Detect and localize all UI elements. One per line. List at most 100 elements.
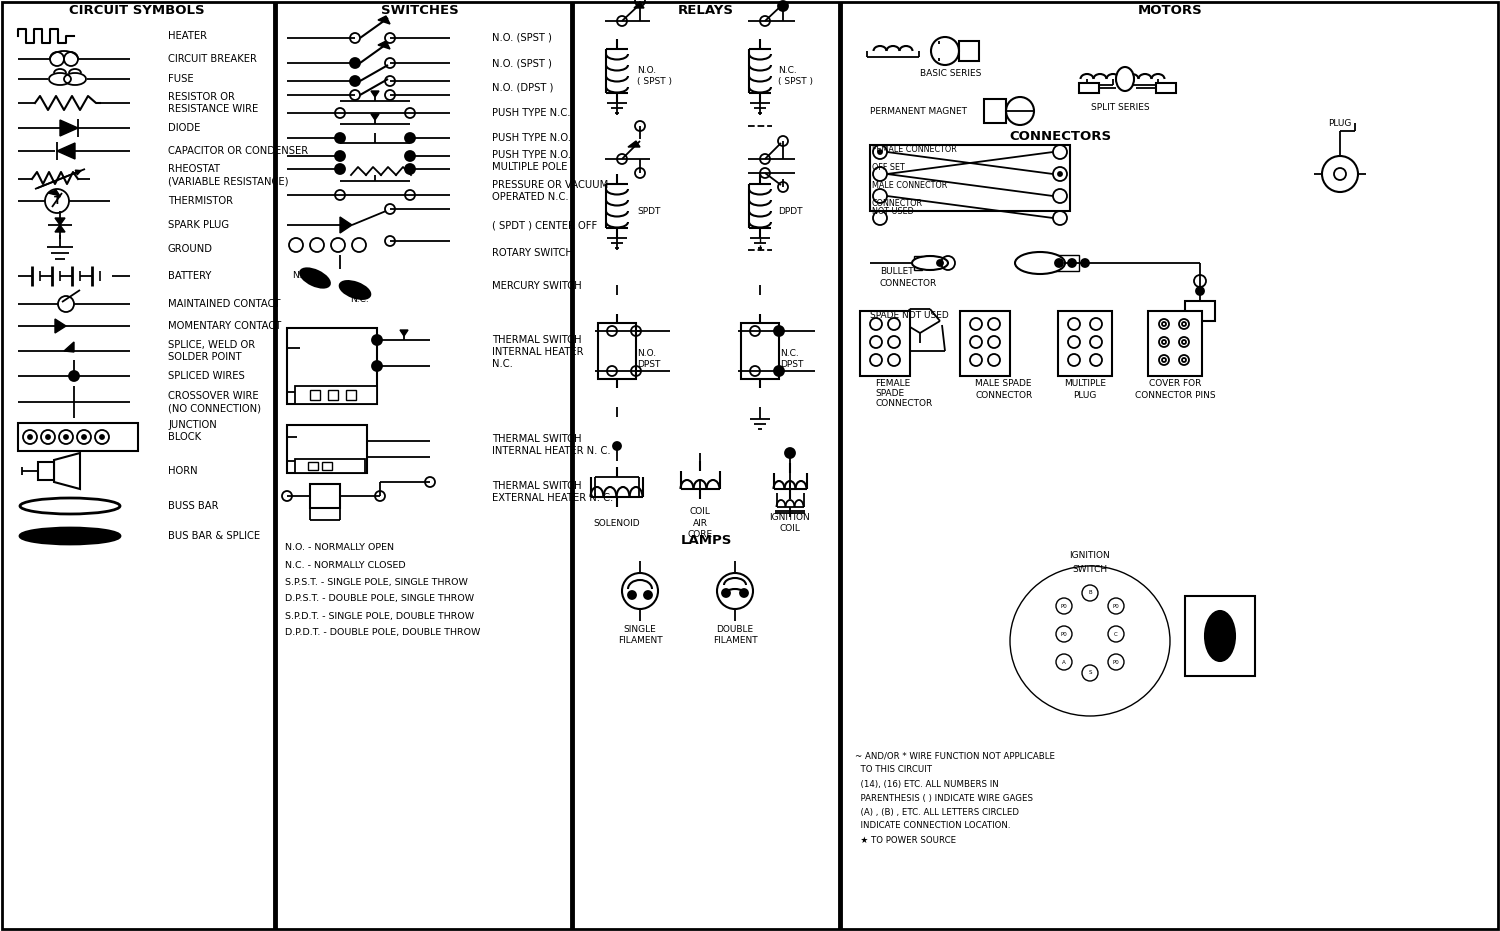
Text: PLUG: PLUG — [1329, 118, 1352, 128]
Text: MAINTAINED CONTACT: MAINTAINED CONTACT — [168, 299, 280, 309]
Text: (A) , (B) , ETC. ALL LETTERS CIRCLED: (A) , (B) , ETC. ALL LETTERS CIRCLED — [855, 807, 1018, 816]
Text: MULTIPLE: MULTIPLE — [1064, 379, 1106, 387]
Bar — [308, 462, 318, 470]
Text: SWITCH: SWITCH — [1072, 564, 1107, 573]
Circle shape — [82, 435, 86, 439]
Text: BATTERY: BATTERY — [168, 271, 211, 281]
Text: IGNITION: IGNITION — [1070, 551, 1110, 560]
Text: SOLENOID: SOLENOID — [594, 519, 640, 528]
Text: T: T — [54, 196, 60, 206]
Text: SPLIT SERIES: SPLIT SERIES — [1090, 102, 1149, 112]
Ellipse shape — [20, 498, 120, 514]
Bar — [328, 390, 338, 400]
Circle shape — [46, 435, 50, 439]
Text: N.C. - NORMALLY CLOSED: N.C. - NORMALLY CLOSED — [285, 560, 405, 570]
Text: THERMISTOR: THERMISTOR — [168, 196, 232, 206]
Text: CONNECTOR: CONNECTOR — [871, 199, 922, 209]
Ellipse shape — [1016, 252, 1065, 274]
Circle shape — [628, 591, 636, 599]
Text: PLUG: PLUG — [1074, 390, 1096, 399]
Circle shape — [1058, 172, 1062, 176]
Circle shape — [350, 76, 360, 86]
Circle shape — [774, 326, 784, 336]
Text: D.P.D.T. - DOUBLE POLE, DOUBLE THROW: D.P.D.T. - DOUBLE POLE, DOUBLE THROW — [285, 628, 480, 638]
Polygon shape — [378, 16, 390, 24]
Text: MOTORS: MOTORS — [1137, 5, 1203, 18]
Text: P0: P0 — [1113, 603, 1119, 609]
Bar — [1185, 596, 1256, 676]
Text: ROTARY SWITCH: ROTARY SWITCH — [492, 248, 573, 258]
Text: N.O. (SPST ): N.O. (SPST ) — [492, 33, 552, 43]
Text: CROSSOVER WIRE
(NO CONNECTION): CROSSOVER WIRE (NO CONNECTION) — [168, 391, 261, 413]
Bar — [310, 390, 320, 400]
Ellipse shape — [1204, 611, 1234, 661]
Text: LAMPS: LAMPS — [681, 534, 732, 547]
Ellipse shape — [339, 281, 370, 299]
Ellipse shape — [1116, 67, 1134, 91]
Polygon shape — [340, 217, 352, 233]
Text: CONNECTOR: CONNECTOR — [874, 398, 932, 408]
Text: HORN: HORN — [168, 466, 198, 476]
Text: RHEOSTAT
(VARIABLE RESISTANCE): RHEOSTAT (VARIABLE RESISTANCE) — [168, 164, 288, 186]
Text: C: C — [1114, 631, 1118, 637]
Circle shape — [372, 335, 382, 345]
Circle shape — [100, 435, 104, 439]
Circle shape — [334, 133, 345, 143]
Ellipse shape — [912, 256, 948, 270]
Polygon shape — [370, 114, 380, 120]
Bar — [1185, 301, 1215, 321]
Bar — [286, 425, 368, 473]
Text: BUS BAR & SPLICE: BUS BAR & SPLICE — [168, 531, 260, 541]
Text: CONNECTORS: CONNECTORS — [1010, 129, 1112, 142]
Text: PERMANENT MAGNET: PERMANENT MAGNET — [870, 106, 968, 115]
Text: ★ TO POWER SOURCE: ★ TO POWER SOURCE — [855, 835, 956, 844]
Circle shape — [405, 164, 416, 174]
Text: MALE CONNECTOR: MALE CONNECTOR — [871, 182, 948, 191]
Text: FUSE: FUSE — [168, 74, 194, 84]
Text: DPDT: DPDT — [778, 207, 802, 215]
Polygon shape — [60, 120, 78, 136]
Text: THERMAL SWITCH
INTERNAL HEATER N. C.: THERMAL SWITCH INTERNAL HEATER N. C. — [492, 434, 610, 456]
Polygon shape — [628, 141, 640, 147]
Bar — [322, 462, 332, 470]
Bar — [38, 462, 54, 480]
Text: CAPACITOR OR CONDENSER: CAPACITOR OR CONDENSER — [168, 146, 308, 156]
Text: COIL
AIR
CORE: COIL AIR CORE — [687, 507, 712, 539]
Text: BUSS BAR: BUSS BAR — [168, 501, 219, 511]
Polygon shape — [64, 342, 74, 352]
Bar — [598, 323, 636, 379]
Circle shape — [405, 151, 416, 161]
Text: SPADE: SPADE — [874, 388, 904, 398]
Circle shape — [1068, 259, 1076, 267]
Circle shape — [64, 435, 68, 439]
Circle shape — [334, 151, 345, 161]
Circle shape — [334, 164, 345, 174]
Text: SWITCHES: SWITCHES — [381, 5, 459, 18]
Polygon shape — [54, 453, 80, 489]
Text: PUSH TYPE N.O.: PUSH TYPE N.O. — [492, 133, 572, 143]
Bar — [741, 323, 778, 379]
Text: ( SPDT ) CENTER OFF: ( SPDT ) CENTER OFF — [492, 220, 597, 230]
Text: THERMAL SWITCH
EXTERNAL HEATER N. C.: THERMAL SWITCH EXTERNAL HEATER N. C. — [492, 480, 614, 503]
Bar — [914, 256, 922, 270]
Bar — [286, 328, 376, 404]
Circle shape — [350, 58, 360, 68]
Circle shape — [1082, 259, 1089, 267]
Text: IGNITION
COIL: IGNITION COIL — [770, 513, 810, 533]
Ellipse shape — [20, 528, 120, 544]
Circle shape — [405, 133, 416, 143]
Text: N.O.
( SPST ): N.O. ( SPST ) — [638, 66, 672, 86]
Text: DOUBLE
FILAMENT: DOUBLE FILAMENT — [712, 625, 758, 645]
Text: TO THIS CIRCUIT: TO THIS CIRCUIT — [855, 765, 932, 775]
Text: FEMALE: FEMALE — [874, 379, 910, 387]
Text: OFF SET: OFF SET — [871, 164, 904, 172]
Bar — [870, 145, 1070, 211]
Text: P0: P0 — [1113, 659, 1119, 665]
Text: FEMALE CONNECTOR: FEMALE CONNECTOR — [871, 145, 957, 155]
Text: BASIC SERIES: BASIC SERIES — [920, 69, 981, 77]
Circle shape — [778, 1, 788, 11]
Bar — [984, 99, 1006, 123]
Polygon shape — [57, 143, 75, 159]
Text: SINGLE
FILAMENT: SINGLE FILAMENT — [618, 625, 663, 645]
Text: THERMAL SWITCH
INTERNAL HEATER
N.C.: THERMAL SWITCH INTERNAL HEATER N.C. — [492, 334, 584, 370]
